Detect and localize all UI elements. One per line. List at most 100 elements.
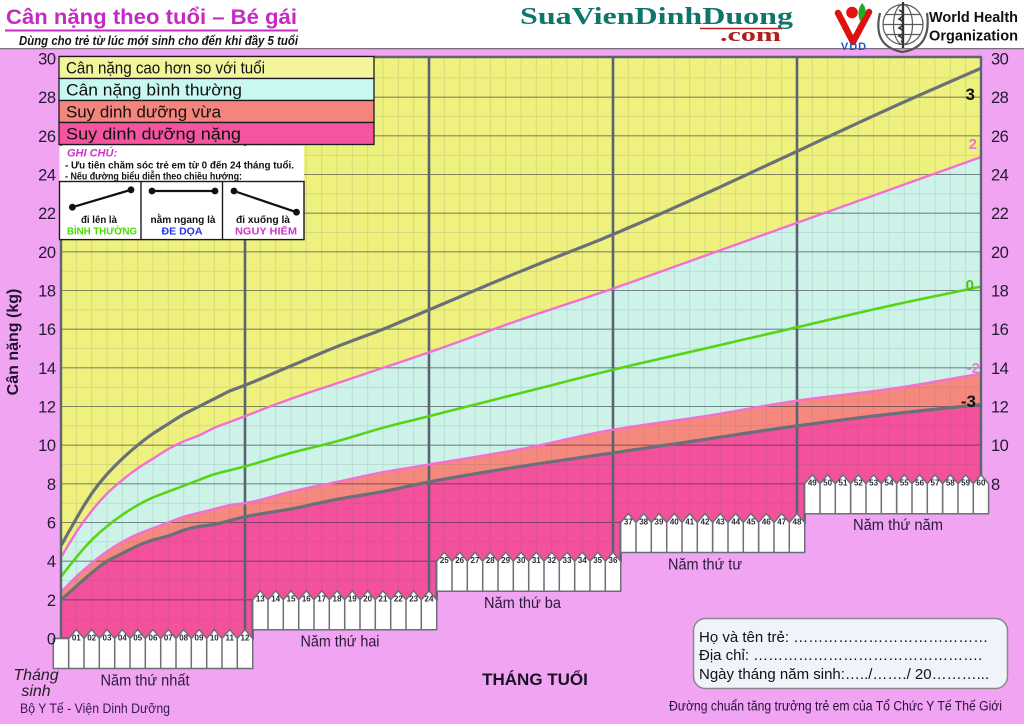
svg-text:VDD: VDD bbox=[841, 41, 867, 53]
svg-text:đi xuống là: đi xuống là bbox=[236, 214, 290, 226]
svg-text:đi lên là: đi lên là bbox=[81, 215, 117, 226]
svg-text:37: 37 bbox=[624, 517, 633, 526]
svg-text:12: 12 bbox=[38, 399, 56, 417]
svg-text:18: 18 bbox=[333, 595, 342, 604]
svg-text:Cân nặng cao hơn so với tuổi: Cân nặng cao hơn so với tuổi bbox=[66, 59, 265, 78]
svg-text:57: 57 bbox=[931, 479, 940, 488]
svg-text:Địa chỉ: ……………………………………….: Địa chỉ: ………………………………………. bbox=[699, 647, 982, 664]
svg-text:38: 38 bbox=[639, 517, 648, 526]
svg-text:- Ưu tiên chăm sóc trẻ em từ 0: - Ưu tiên chăm sóc trẻ em từ 0 đến 24 th… bbox=[65, 159, 294, 171]
svg-text:45: 45 bbox=[747, 517, 756, 526]
svg-text:30: 30 bbox=[991, 51, 1009, 69]
svg-text:11: 11 bbox=[225, 633, 234, 642]
svg-text:20: 20 bbox=[38, 244, 56, 262]
svg-text:24: 24 bbox=[425, 595, 434, 604]
svg-text:02: 02 bbox=[87, 633, 96, 642]
svg-text:04: 04 bbox=[118, 633, 127, 642]
svg-text:18: 18 bbox=[38, 283, 56, 301]
svg-text:10: 10 bbox=[210, 633, 219, 642]
svg-text:THÁNG TUỔI: THÁNG TUỔI bbox=[482, 670, 588, 689]
svg-text:0: 0 bbox=[966, 277, 974, 294]
svg-text:42: 42 bbox=[701, 517, 710, 526]
svg-text:16: 16 bbox=[302, 595, 311, 604]
svg-text:23: 23 bbox=[409, 595, 418, 604]
svg-text:17: 17 bbox=[317, 595, 326, 604]
svg-text:Suy dinh dưỡng vừa: Suy dinh dưỡng vừa bbox=[66, 103, 222, 122]
svg-text:Họ và tên trẻ: …………………………………: Họ và tên trẻ: ………………………………… bbox=[699, 629, 988, 646]
svg-text:46: 46 bbox=[762, 517, 771, 526]
svg-text:21: 21 bbox=[379, 595, 388, 604]
svg-text:8: 8 bbox=[47, 476, 56, 494]
svg-text:Organization: Organization bbox=[929, 28, 1018, 45]
svg-text:Năm thứ nhất: Năm thứ nhất bbox=[101, 673, 190, 690]
svg-text:Ngày tháng năm sinh:…../……./ 2: Ngày tháng năm sinh:…../……./ 20………... bbox=[699, 666, 989, 683]
svg-text:34: 34 bbox=[578, 556, 587, 565]
svg-text:58: 58 bbox=[946, 479, 955, 488]
svg-text:35: 35 bbox=[593, 556, 602, 565]
svg-text:43: 43 bbox=[716, 517, 725, 526]
svg-text:01: 01 bbox=[72, 633, 81, 642]
svg-text:World Health: World Health bbox=[929, 9, 1018, 26]
svg-text:28: 28 bbox=[38, 89, 56, 107]
svg-text:07: 07 bbox=[164, 633, 173, 642]
svg-text:14: 14 bbox=[271, 595, 280, 604]
svg-text:NGUY HIỂM: NGUY HIỂM bbox=[235, 225, 297, 238]
svg-text:sinh: sinh bbox=[21, 683, 50, 700]
svg-text:20: 20 bbox=[991, 244, 1009, 262]
svg-text:2: 2 bbox=[969, 136, 977, 153]
svg-text:60: 60 bbox=[977, 479, 986, 488]
svg-text:4: 4 bbox=[47, 553, 56, 571]
svg-text:6: 6 bbox=[47, 515, 56, 533]
svg-text:41: 41 bbox=[685, 517, 694, 526]
svg-text:56: 56 bbox=[915, 479, 924, 488]
svg-text:54: 54 bbox=[885, 479, 894, 488]
svg-text:44: 44 bbox=[731, 517, 740, 526]
svg-text:Cân nặng (kg): Cân nặng (kg) bbox=[5, 289, 22, 396]
svg-text:47: 47 bbox=[777, 517, 786, 526]
svg-text:30: 30 bbox=[517, 556, 526, 565]
svg-text:31: 31 bbox=[532, 556, 541, 565]
svg-text:26: 26 bbox=[38, 128, 56, 146]
svg-text:09: 09 bbox=[195, 633, 204, 642]
svg-text:Dùng cho trẻ từ lúc mới sinh c: Dùng cho trẻ từ lúc mới sinh cho đến khi… bbox=[19, 34, 298, 48]
svg-text:0: 0 bbox=[47, 631, 56, 649]
svg-text:24: 24 bbox=[38, 167, 56, 185]
svg-text:28: 28 bbox=[991, 89, 1009, 107]
svg-text:30: 30 bbox=[38, 51, 56, 69]
svg-text:12: 12 bbox=[241, 633, 250, 642]
svg-text:8: 8 bbox=[991, 476, 1000, 494]
svg-text:26: 26 bbox=[991, 128, 1009, 146]
svg-text:Cân nặng bình thường: Cân nặng bình thường bbox=[66, 81, 242, 100]
svg-text:nằm ngang là: nằm ngang là bbox=[151, 213, 216, 226]
svg-text:22: 22 bbox=[394, 595, 403, 604]
svg-text:24: 24 bbox=[991, 167, 1009, 185]
svg-text:27: 27 bbox=[471, 556, 480, 565]
svg-text:51: 51 bbox=[839, 479, 848, 488]
svg-text:10: 10 bbox=[38, 437, 56, 455]
svg-text:13: 13 bbox=[256, 595, 265, 604]
svg-text:BÌNH THƯỜNG: BÌNH THƯỜNG bbox=[67, 225, 137, 238]
svg-text:08: 08 bbox=[179, 633, 188, 642]
svg-text:GHI CHÚ:: GHI CHÚ: bbox=[67, 147, 117, 160]
svg-text:22: 22 bbox=[38, 205, 56, 223]
svg-text:3: 3 bbox=[966, 85, 975, 104]
svg-text:05: 05 bbox=[133, 633, 142, 642]
svg-text:26: 26 bbox=[455, 556, 464, 565]
svg-text:39: 39 bbox=[655, 517, 664, 526]
svg-text:22: 22 bbox=[991, 205, 1009, 223]
svg-text:2: 2 bbox=[47, 592, 56, 610]
svg-text:-2: -2 bbox=[967, 360, 980, 377]
svg-text:59: 59 bbox=[961, 479, 970, 488]
svg-text:50: 50 bbox=[823, 479, 832, 488]
svg-text:03: 03 bbox=[103, 633, 112, 642]
svg-text:40: 40 bbox=[670, 517, 679, 526]
svg-text:Suy dinh dưỡng nặng: Suy dinh dưỡng nặng bbox=[66, 125, 241, 144]
svg-text:15: 15 bbox=[287, 595, 296, 604]
svg-text:16: 16 bbox=[991, 321, 1009, 339]
svg-text:36: 36 bbox=[609, 556, 618, 565]
svg-text:53: 53 bbox=[869, 479, 878, 488]
svg-text:49: 49 bbox=[808, 479, 817, 488]
svg-text:16: 16 bbox=[38, 321, 56, 339]
svg-text:SuaVienDinhDuong: SuaVienDinhDuong bbox=[520, 4, 793, 30]
svg-text:48: 48 bbox=[793, 517, 802, 526]
